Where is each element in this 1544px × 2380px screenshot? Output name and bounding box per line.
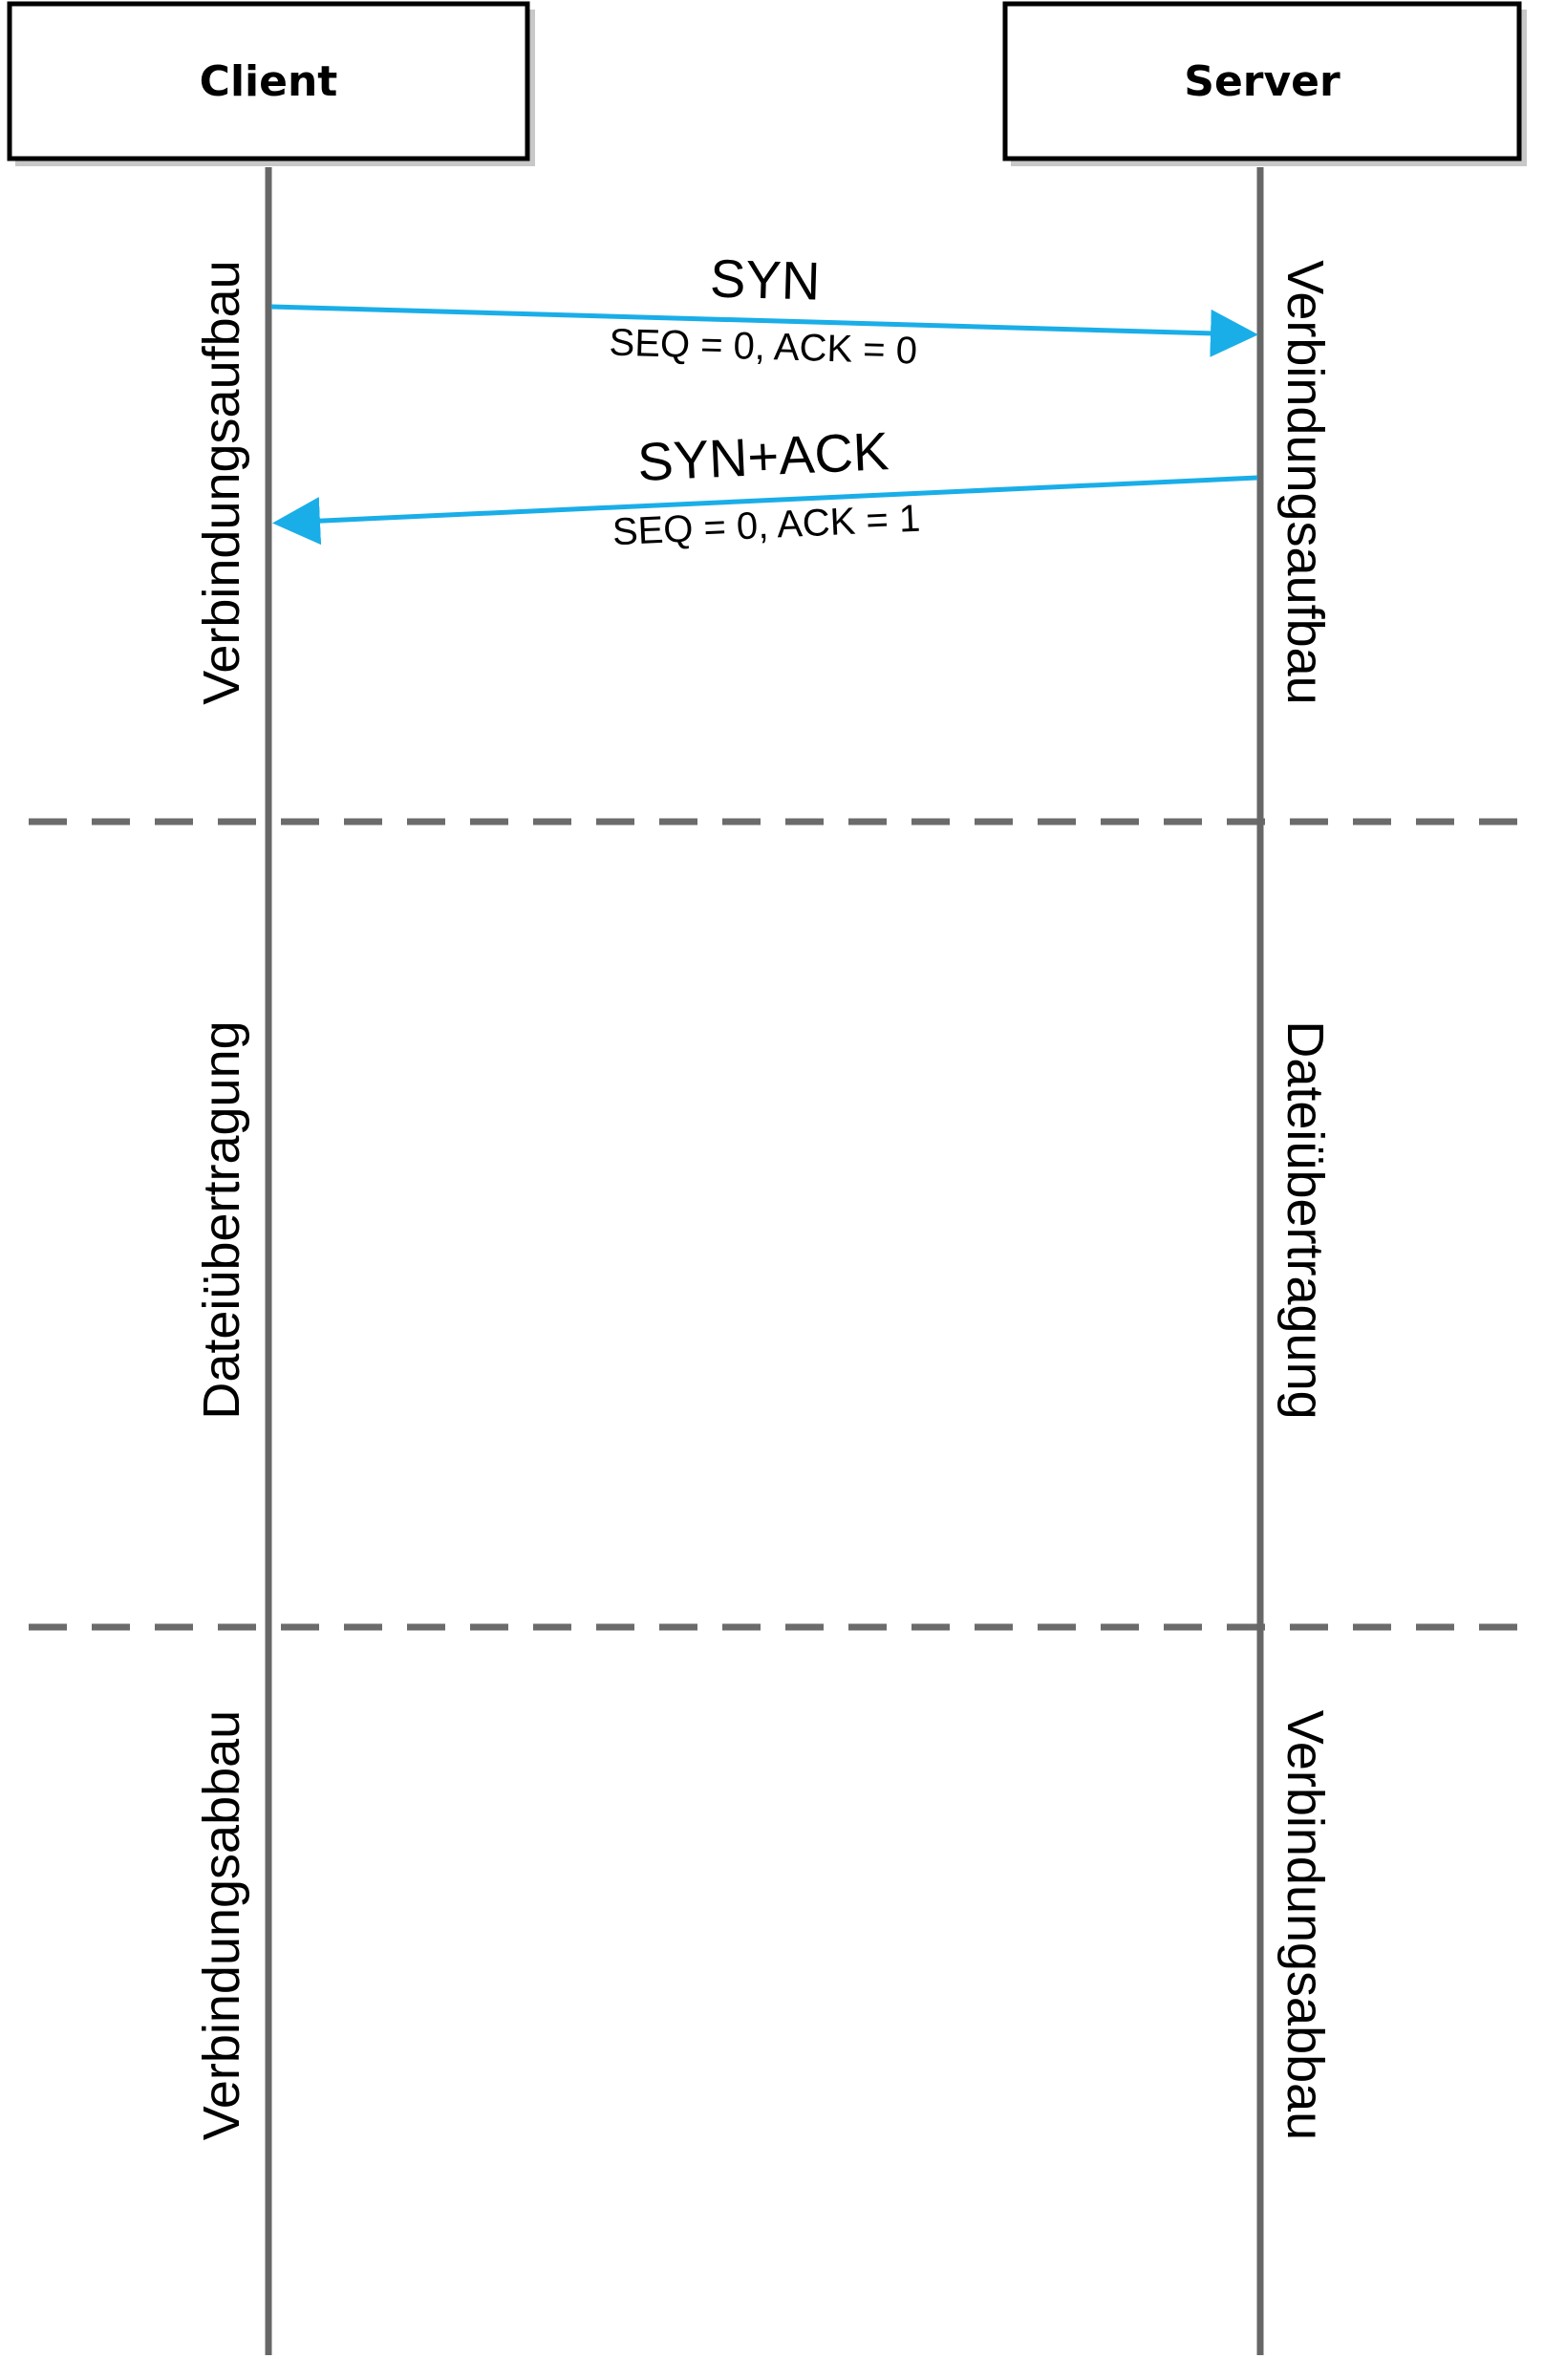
- syn-ack-arrow: [272, 475, 1258, 546]
- client-phase-transfer: Dateiübertragung: [193, 1020, 250, 1419]
- server-label: Server: [1184, 57, 1340, 106]
- server-phase-setup: Verbindungsaufbau: [1276, 260, 1334, 704]
- client-phase-setup: Verbindungsaufbau: [193, 260, 250, 704]
- server-box: Server: [1002, 1, 1527, 166]
- syn-arrow: [270, 304, 1258, 357]
- client-box: Client: [7, 1, 535, 166]
- syn-detail: SEQ = 0, ACK = 0: [609, 321, 918, 372]
- server-phase-teardown: Verbindungsabbau: [1276, 1710, 1334, 2140]
- server-phase-transfer: Dateiübertragung: [1276, 1020, 1334, 1419]
- client-label: Client: [200, 57, 338, 106]
- client-phase-teardown: Verbindungsabbau: [193, 1710, 250, 2140]
- syn-label: SYN: [709, 247, 821, 311]
- syn-ack-label: SYN+ACK: [636, 420, 890, 492]
